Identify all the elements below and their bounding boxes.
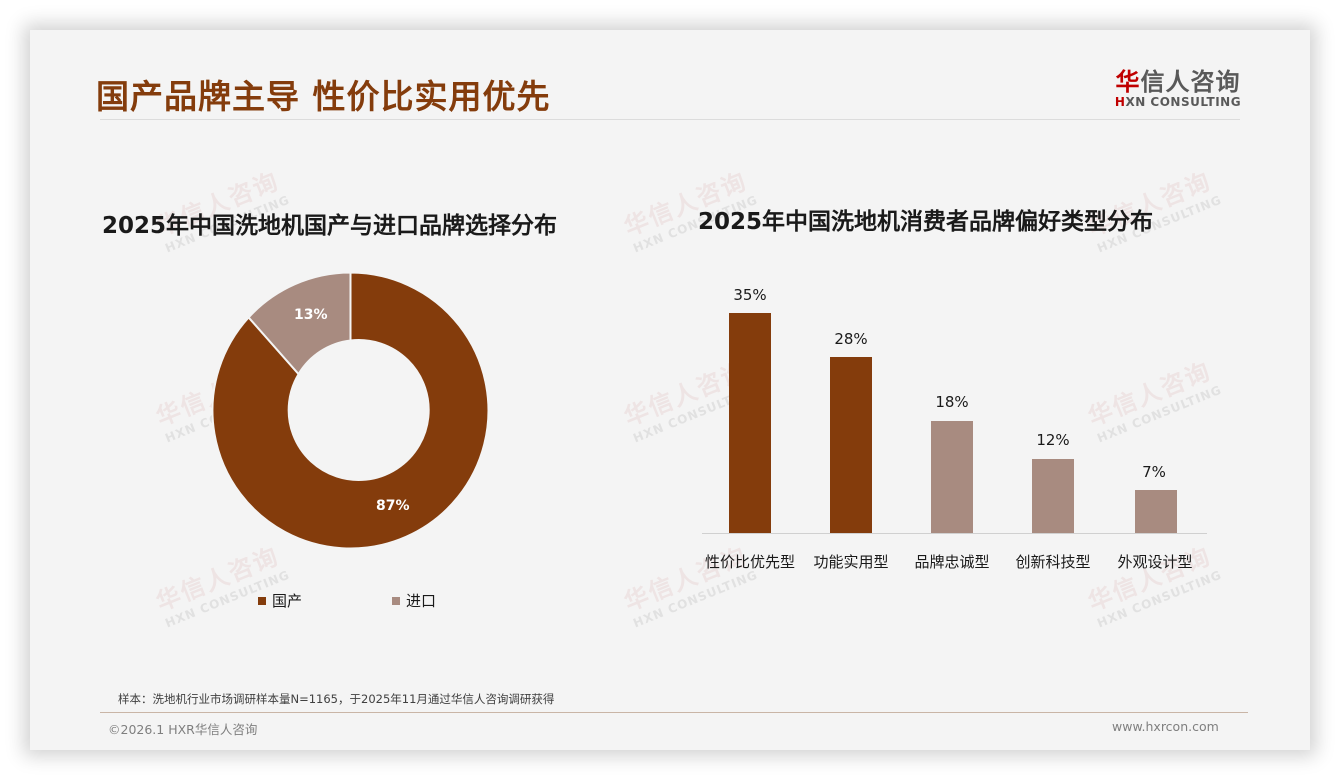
bar-value: 28% <box>834 330 868 348</box>
bar-cost-performance <box>729 313 771 533</box>
footer-divider <box>100 712 1248 713</box>
bar-value: 35% <box>733 286 767 304</box>
bar-value: 7% <box>1142 463 1166 481</box>
donut-label-imported: 13% <box>294 307 328 323</box>
x-axis-label: 性价比优先型 <box>704 553 795 571</box>
bar-value: 12% <box>1036 431 1070 449</box>
bar-chart: 35% 28% 18% 12% 7% 性价比优先型 功能实用型 品牌忠诚型 创新… <box>702 280 1207 580</box>
x-axis-label: 创新科技型 <box>1015 553 1091 571</box>
x-axis-line <box>702 533 1207 534</box>
legend-item-domestic: 国产 <box>258 590 302 611</box>
bar-brand-loyal <box>931 421 973 533</box>
company-logo: 华信人咨询 HXN CONSULTING <box>1114 68 1242 109</box>
website-link[interactable]: www.hxrcon.com <box>1112 719 1219 734</box>
donut-label-domestic: 87% <box>376 498 410 514</box>
bar-functional <box>830 357 872 533</box>
slide: 华信人咨询 HXN CONSULTING 华信人咨询 HXN CONSULTING … <box>30 30 1310 750</box>
bar-appearance <box>1135 490 1177 533</box>
bar-chart-title: 2025年中国洗地机消费者品牌偏好类型分布 <box>698 209 1154 235</box>
donut-slice-imported <box>247 271 352 376</box>
copyright: ©2026.1 HXR华信人咨询 <box>108 722 258 737</box>
sample-note: 样本：洗地机行业市场调研样本量N=1165，于2025年11月通过华信人咨询调研… <box>118 692 555 706</box>
legend-swatch-imported <box>392 596 400 605</box>
legend-swatch-domestic <box>258 596 266 605</box>
x-axis-label: 外观设计型 <box>1117 553 1193 571</box>
x-axis-label: 功能实用型 <box>813 553 889 571</box>
donut-chart: 13% 87% <box>211 271 490 550</box>
title-divider <box>100 119 1240 120</box>
donut-chart-title: 2025年中国洗地机国产与进口品牌选择分布 <box>102 213 558 239</box>
bar-innovation <box>1032 459 1074 533</box>
x-axis-label: 品牌忠诚型 <box>914 553 990 571</box>
donut-svg <box>211 271 490 550</box>
page-title: 国产品牌主导 性价比实用优先 <box>96 77 551 116</box>
donut-slice-domestic <box>211 271 490 550</box>
legend-item-imported: 进口 <box>392 590 436 611</box>
bar-value: 18% <box>935 393 969 411</box>
